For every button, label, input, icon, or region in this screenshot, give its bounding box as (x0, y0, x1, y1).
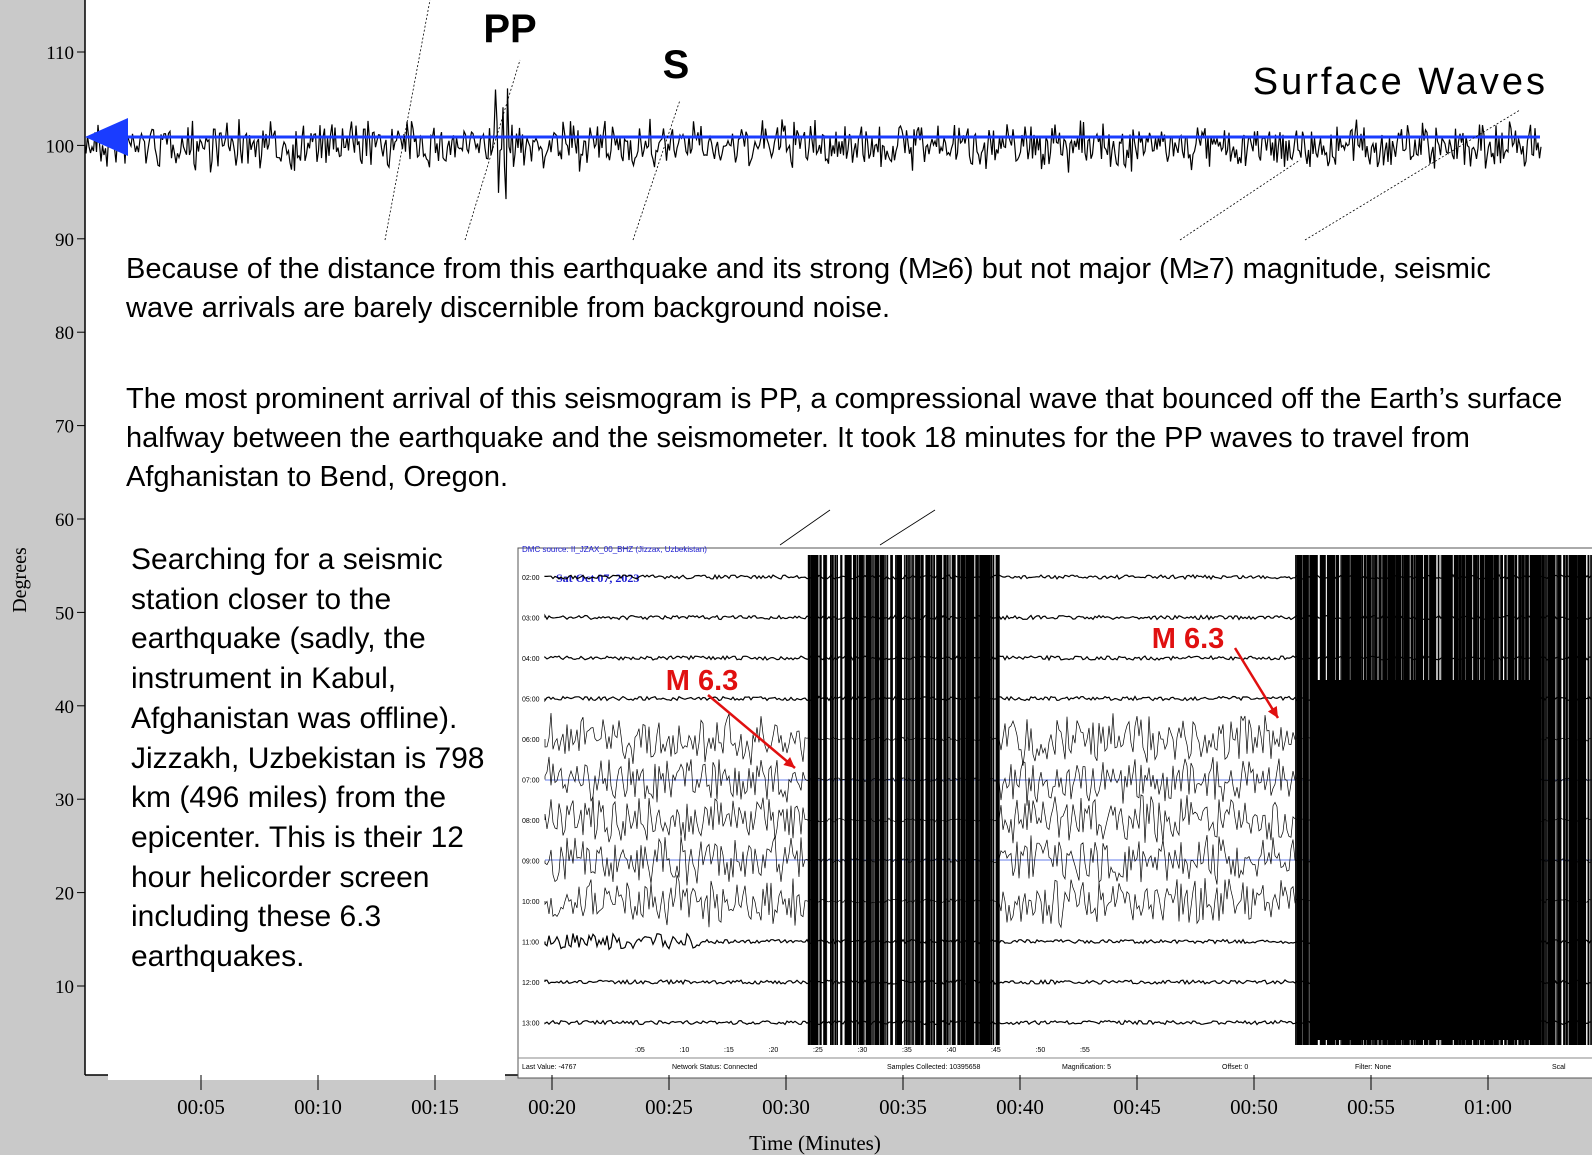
y-tick-label: 30 (55, 790, 74, 811)
row-label: 13:00 (522, 1021, 540, 1028)
travel-curve (879, 509, 936, 546)
x-tick-label: 00:40 (996, 1095, 1044, 1119)
row-label: 08:00 (522, 818, 540, 825)
y-tick-label: 40 (55, 697, 74, 718)
minute-tick: :10 (680, 1047, 690, 1054)
status-item: Filter: None (1355, 1064, 1391, 1071)
status-item: Scal (1552, 1064, 1566, 1071)
heli-source: DMC source: II_JZAX_00_BHZ (Jizzax, Uzbe… (522, 545, 707, 554)
x-tick-label: 00:10 (294, 1095, 342, 1119)
arrow-head (783, 757, 795, 768)
minute-tick: :35 (902, 1047, 912, 1054)
margin (0, 1075, 1592, 1155)
magnitude-label: M 6.3 (1152, 623, 1225, 655)
arrow-line (1233, 647, 1280, 719)
minute-tick: :15 (724, 1047, 734, 1054)
travel-curve (464, 59, 521, 241)
phase-label: S (663, 43, 690, 87)
heli-burst (1310, 680, 1540, 1040)
magnitude-label: M 6.3 (666, 665, 739, 697)
helicorder: DMC source: II_JZAX_00_BHZ (Jizzax, Uzbe… (517, 545, 1592, 1079)
x-tick-label: 00:50 (1230, 1095, 1278, 1119)
paragraph: The most prominent arrival of this seism… (126, 383, 1563, 493)
y-tick-label: 20 (55, 884, 74, 905)
arrow (85, 118, 128, 156)
seismogram (84, 0, 1542, 546)
row-label: 06:00 (522, 737, 540, 744)
minute-tick: :50 (1036, 1047, 1046, 1054)
minute-tick: :55 (1080, 1047, 1090, 1054)
row-label: 10:00 (522, 899, 540, 906)
x-tick-label: 00:20 (528, 1095, 576, 1119)
x-tick-label: 00:25 (645, 1095, 693, 1119)
y-axis-label: Degrees (9, 547, 31, 613)
y-tick-label: 50 (55, 603, 74, 624)
y-tick-label: 110 (46, 43, 74, 64)
y-tick-label: 100 (46, 136, 75, 157)
paragraph: Because of the distance from this earthq… (126, 253, 1491, 324)
x-tick-label: 00:30 (762, 1095, 810, 1119)
minute-tick: :25 (813, 1047, 823, 1054)
heli-burst (807, 555, 1000, 1045)
text-box (108, 540, 505, 1080)
x-tick-label: 00:05 (177, 1095, 225, 1119)
margin (0, 0, 85, 1155)
y-tick-label: 60 (55, 510, 74, 531)
travel-curve (384, 0, 431, 241)
x-tick-label: 01:00 (1464, 1095, 1512, 1119)
row-label: 12:00 (522, 980, 540, 987)
minute-tick: :30 (858, 1047, 868, 1054)
side-text: Searching for a seismic station closer t… (131, 543, 485, 974)
minute-tick: :20 (769, 1047, 779, 1054)
status-item: Samples Collected: 10395658 (887, 1064, 981, 1071)
trace (84, 88, 1542, 200)
row-label: 05:00 (522, 697, 540, 704)
phase-label: PP (483, 7, 536, 51)
minute-tick: :45 (991, 1047, 1001, 1054)
x-tick-label: 00:45 (1113, 1095, 1161, 1119)
status-item: Offset: 0 (1222, 1064, 1248, 1071)
travel-curve (1304, 109, 1521, 241)
row-label: 03:00 (522, 616, 540, 623)
status-item: Network Status: Connected (672, 1064, 757, 1071)
x-axis-label: Time (Minutes) (749, 1131, 881, 1155)
travel-curve (632, 99, 681, 241)
row-label: 02:00 (522, 575, 540, 582)
travel-curve (1179, 159, 1301, 241)
row-label: 09:00 (522, 859, 540, 866)
row-label: 04:00 (522, 656, 540, 663)
x-tick-label: 00:35 (879, 1095, 927, 1119)
x-tick-label: 00:15 (411, 1095, 459, 1119)
y-tick-label: 90 (55, 230, 74, 251)
travel-curve (779, 509, 831, 546)
y-tick-label: 10 (55, 977, 74, 998)
row-label: 11:00 (522, 940, 539, 947)
arrow-line (707, 694, 796, 769)
x-tick-label: 00:55 (1347, 1095, 1395, 1119)
arrow-head (1267, 706, 1278, 718)
phase-label: Surface Waves (1253, 61, 1548, 103)
y-tick-label: 70 (55, 417, 74, 438)
minute-tick: :05 (635, 1047, 645, 1054)
status-item: Magnification: 5 (1062, 1064, 1111, 1071)
row-label: 07:00 (522, 778, 540, 785)
minute-tick: :40 (947, 1047, 957, 1054)
status-item: Last Value: -4767 (522, 1064, 576, 1071)
y-tick-label: 80 (55, 323, 74, 344)
